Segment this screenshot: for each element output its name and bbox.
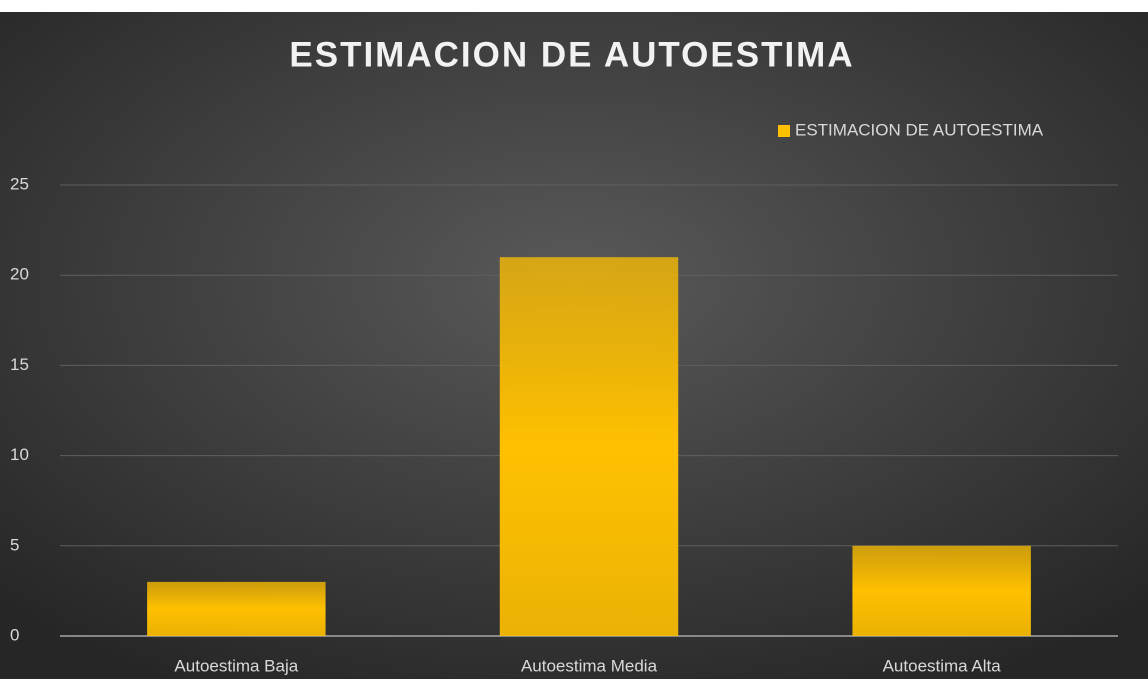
x-tick-label: Autoestima Alta xyxy=(883,656,1002,675)
chart-title: ESTIMACION DE AUTOESTIMA xyxy=(289,35,854,74)
bar xyxy=(852,545,1031,636)
y-tick-label: 20 xyxy=(10,265,29,284)
legend-swatch xyxy=(778,125,790,137)
x-tick-label: Autoestima Baja xyxy=(174,656,298,675)
y-tick-label: 15 xyxy=(10,355,29,374)
bar xyxy=(499,257,679,636)
bar xyxy=(147,581,326,636)
y-tick-label: 25 xyxy=(10,174,29,193)
x-tick-label: Autoestima Media xyxy=(521,656,658,675)
legend-label: ESTIMACION DE AUTOESTIMA xyxy=(795,120,1044,139)
y-tick-label: 5 xyxy=(10,535,19,554)
y-tick-label: 0 xyxy=(10,625,19,644)
y-tick-label: 10 xyxy=(10,445,29,464)
